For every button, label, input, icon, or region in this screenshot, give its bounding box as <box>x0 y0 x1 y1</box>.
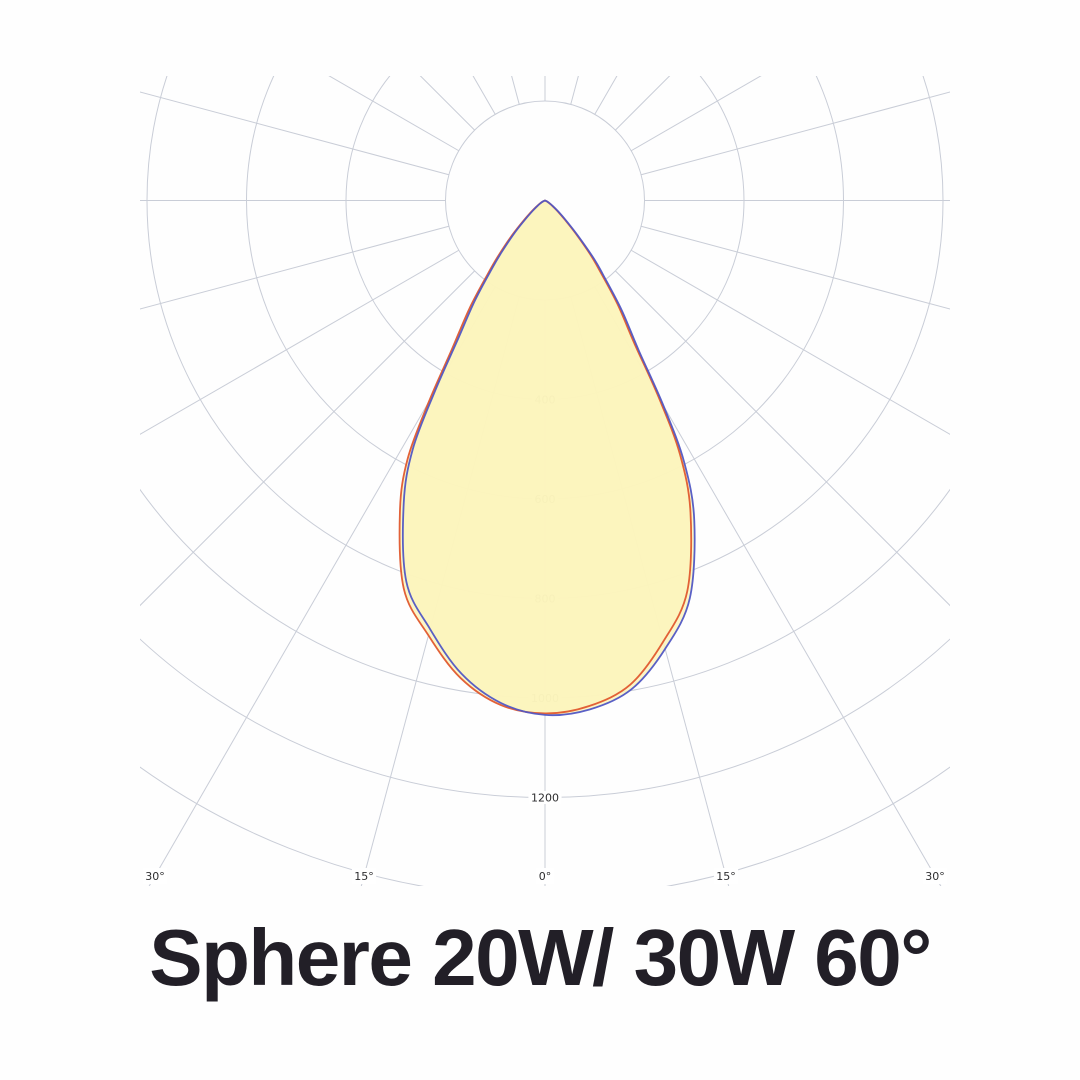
angle-label-box <box>713 868 739 884</box>
grid-radial-line <box>570 76 579 105</box>
angle-label-box <box>142 868 168 884</box>
grid-radial-line <box>140 270 475 607</box>
grid-radial-line <box>140 249 460 435</box>
grid-radial-line <box>511 76 520 105</box>
grid-radial-line <box>140 225 450 310</box>
angle-tick-label: 30° <box>925 870 945 883</box>
grid-radial-line <box>630 76 762 152</box>
angle-label-box <box>351 868 377 884</box>
angle-label-box <box>536 868 554 884</box>
grid-radial-line <box>615 76 671 131</box>
tick-label-box <box>528 791 562 804</box>
angle-tick-label: 15° <box>354 870 374 883</box>
angle-tick-label: 0° <box>539 870 552 883</box>
angle-tick-labels: 30° 15° 0° 15° 30° <box>142 868 948 884</box>
angle-label-box <box>922 868 948 884</box>
angle-tick-label: 15° <box>716 870 736 883</box>
grid-radial-line <box>419 76 475 131</box>
beam-curve-30w <box>402 199 696 717</box>
grid-radial-line <box>140 91 450 176</box>
grid-radial-line <box>615 270 950 607</box>
chart-title: Sphere 20W/ 30W 60° <box>149 913 932 1002</box>
grid-radial-line <box>640 225 950 310</box>
grid-radial-line <box>328 76 460 152</box>
grid-radial-line <box>640 91 950 176</box>
grid-radial-line <box>630 249 950 435</box>
beam-fill-30w <box>402 200 695 716</box>
radial-tick-label: 1200 <box>531 792 559 805</box>
angle-tick-label: 30° <box>145 870 165 883</box>
